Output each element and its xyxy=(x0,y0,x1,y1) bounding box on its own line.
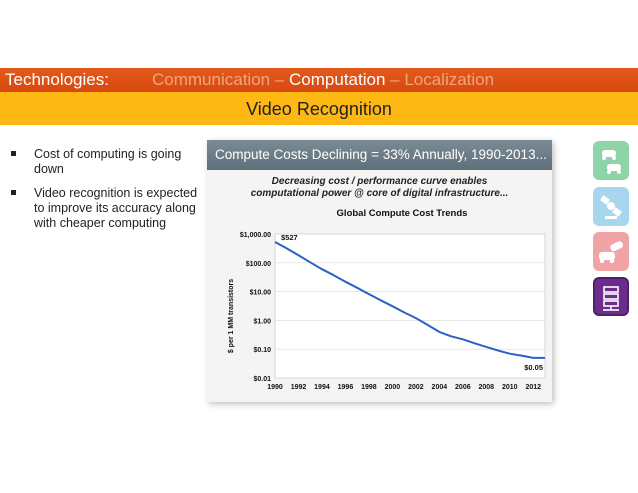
slide-frame: Compute Costs Declining = 33% Annually, … xyxy=(207,140,552,402)
chart-x-tick-label: 1996 xyxy=(338,384,354,391)
bullet-text: Video recognition is expected to improve… xyxy=(34,186,198,230)
slide-title: Compute Costs Declining = 33% Annually, … xyxy=(207,140,552,170)
header-separator: – xyxy=(385,70,405,89)
server-icon xyxy=(593,277,629,316)
chart-x-tick-label: 2004 xyxy=(432,384,448,391)
subheader-title: Video Recognition xyxy=(246,99,392,119)
chart-x-tick-label: 2006 xyxy=(455,384,471,391)
chart-x-tick-label: 1994 xyxy=(314,384,330,391)
chart-y-tick-label: $1,000.00 xyxy=(240,232,271,239)
chart-y-tick-label: $10.00 xyxy=(250,290,272,297)
connected-cars-icon xyxy=(593,141,629,180)
car-crash-icon xyxy=(593,232,629,271)
header-topic-computation: Computation xyxy=(289,70,386,89)
header-separator: – xyxy=(270,70,290,89)
bullet-item: Cost of computing is going down xyxy=(8,147,198,177)
bullet-marker xyxy=(11,190,16,195)
slide-subtitle-line-2: computational power @ core of digital in… xyxy=(250,188,509,199)
header-topic-localization: Localization xyxy=(404,70,495,89)
chart-x-tick-label: 2000 xyxy=(385,384,401,391)
chart-series-line xyxy=(274,241,545,359)
bullet-item: Video recognition is expected to improve… xyxy=(8,186,198,231)
slide-subtitle-line-1: Decreasing cost / performance curve enab… xyxy=(271,176,488,187)
slide-subtitle: Decreasing cost / performance curve enab… xyxy=(207,176,552,200)
chart-x-tick-label: 1998 xyxy=(361,384,377,391)
chart-plot-area xyxy=(274,233,546,379)
bullet-list: Cost of computing is going down Video re… xyxy=(8,147,198,240)
satellite-icon xyxy=(593,187,629,226)
chart-y-tick-label: $0.10 xyxy=(253,347,271,354)
compute-cost-chart: Global Compute Cost Trends $ per 1 MM tr… xyxy=(228,208,546,391)
chart-x-tick-label: 2002 xyxy=(408,384,424,391)
bullet-text: Cost of computing is going down xyxy=(34,147,182,176)
embedded-slide: Compute Costs Declining = 33% Annually, … xyxy=(207,140,577,402)
chart-title: Global Compute Cost Trends xyxy=(337,208,468,219)
chart-data-label: $0.05 xyxy=(524,363,543,372)
header-label: Technologies: xyxy=(5,70,109,89)
chart-y-tick-label: $1.00 xyxy=(253,318,271,325)
header-topic-communication: Communication xyxy=(152,70,271,89)
bullet-marker xyxy=(11,151,16,156)
chart-x-tick-label: 2012 xyxy=(525,384,541,391)
chart-y-tick-label: $100.00 xyxy=(246,261,271,268)
subheader-bar: Video Recognition xyxy=(0,92,638,125)
chart-x-tick-label: 2010 xyxy=(502,384,518,391)
header-bar: Technologies: Communication – Computatio… xyxy=(0,68,638,92)
header-topics: Communication – Computation – Localizati… xyxy=(152,71,494,89)
chart-x-tick-label: 2008 xyxy=(479,384,495,391)
chart-x-tick-label: 1990 xyxy=(267,384,283,391)
chart-y-axis-label: $ per 1 MM transistors xyxy=(228,279,235,353)
chart-data-label: $527 xyxy=(281,233,298,242)
chart-x-tick-label: 1992 xyxy=(291,384,307,391)
chart-y-tick-label: $0.01 xyxy=(253,376,271,383)
